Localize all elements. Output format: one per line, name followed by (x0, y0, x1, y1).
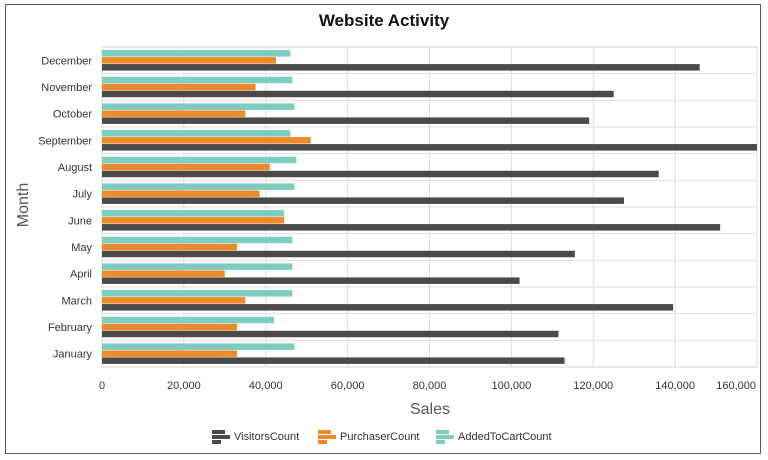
bar-purchasercount-october (102, 110, 246, 117)
bar-purchasercount-june (102, 217, 285, 224)
bar-addedtocartcount-june (102, 210, 285, 217)
bar-visitorscount-january (102, 357, 565, 364)
y-tick-label: July (72, 189, 92, 201)
legend-label: AddedToCartCount (458, 431, 552, 443)
bar-addedtocartcount-october (102, 103, 295, 110)
legend-swatch (436, 440, 445, 444)
bar-visitorscount-june (102, 224, 721, 231)
y-tick-labels: January February March April May June July Augu… (38, 55, 92, 360)
bar-addedtocartcount-august (102, 156, 297, 164)
y-tick-label: October (53, 109, 92, 121)
y-tick-label: December (41, 55, 92, 67)
y-tick-label: April (70, 269, 92, 281)
bar-visitorscount-august (102, 170, 659, 178)
bar-addedtocartcount-july (102, 183, 295, 190)
bar-addedtocartcount-november (102, 76, 293, 84)
bar-visitorscount-october (102, 117, 590, 124)
y-axis-title: Month (15, 183, 32, 227)
x-tick-label: 20,000 (167, 380, 201, 392)
bar-purchasercount-february (102, 323, 238, 331)
bar-visitorscount-february (102, 330, 559, 338)
y-tick-label: November (41, 82, 92, 94)
bar-purchasercount-january (102, 350, 238, 357)
bar-addedtocartcount-april (102, 263, 293, 270)
bar-purchasercount-november (102, 83, 256, 91)
y-tick-label: June (68, 215, 92, 227)
x-tick-label: 160,000 (716, 380, 756, 392)
legend-swatch (436, 435, 454, 439)
x-tick-label: 140,000 (655, 380, 695, 392)
y-tick-label: February (48, 322, 93, 334)
bar-purchasercount-july (102, 190, 260, 197)
x-tick-labels: 0 20,000 40,000 60,000 80,000 100,000 120,000 1… (99, 380, 756, 392)
legend-label: PurchaserCount (340, 431, 420, 443)
x-axis-title: Sales (410, 401, 450, 418)
y-tick-label: January (53, 349, 93, 361)
legend-swatch (212, 435, 230, 439)
x-tick-label: 40,000 (249, 380, 283, 392)
bar-visitorscount-march (102, 304, 674, 311)
bar-purchasercount-december (102, 57, 276, 64)
legend-swatch (212, 440, 221, 444)
y-tick-label: May (71, 242, 92, 254)
bar-visitorscount-april (102, 277, 520, 284)
y-tick-label: September (38, 135, 92, 147)
x-tick-label: 120,000 (573, 380, 613, 392)
bars (102, 50, 757, 364)
bar-addedtocartcount-february (102, 316, 274, 324)
bar-addedtocartcount-september (102, 130, 291, 137)
gridlines (101, 46, 758, 368)
bar-visitorscount-july (102, 197, 624, 204)
legend-swatch (318, 430, 331, 434)
legend: VisitorsCount PurchaserCount AddedToCartCo… (212, 430, 552, 444)
bar-visitorscount-december (102, 64, 700, 71)
bar-addedtocartcount-december (102, 50, 291, 57)
bar-visitorscount-november (102, 90, 614, 98)
bar-addedtocartcount-march (102, 290, 293, 297)
chart-title: Website Activity (319, 11, 450, 30)
legend-swatch (436, 430, 449, 434)
legend-swatch (318, 435, 336, 439)
x-tick-label: 100,000 (491, 380, 531, 392)
bar-addedtocartcount-may (102, 236, 293, 244)
bar-purchasercount-september (102, 137, 311, 144)
x-tick-label: 60,000 (331, 380, 365, 392)
bar-purchasercount-march (102, 297, 246, 304)
legend-swatch (212, 430, 225, 434)
bar-visitorscount-september (102, 144, 757, 151)
bar-purchasercount-may (102, 243, 238, 251)
bar-purchasercount-august (102, 163, 270, 171)
legend-swatch (318, 440, 327, 444)
bar-addedtocartcount-january (102, 343, 295, 350)
bar-visitorscount-may (102, 250, 575, 258)
y-tick-label: August (58, 162, 92, 174)
bar-purchasercount-april (102, 270, 225, 277)
x-tick-label: 0 (99, 380, 105, 392)
x-tick-label: 80,000 (413, 380, 447, 392)
legend-label: VisitorsCount (234, 431, 299, 443)
y-tick-label: March (61, 295, 92, 307)
